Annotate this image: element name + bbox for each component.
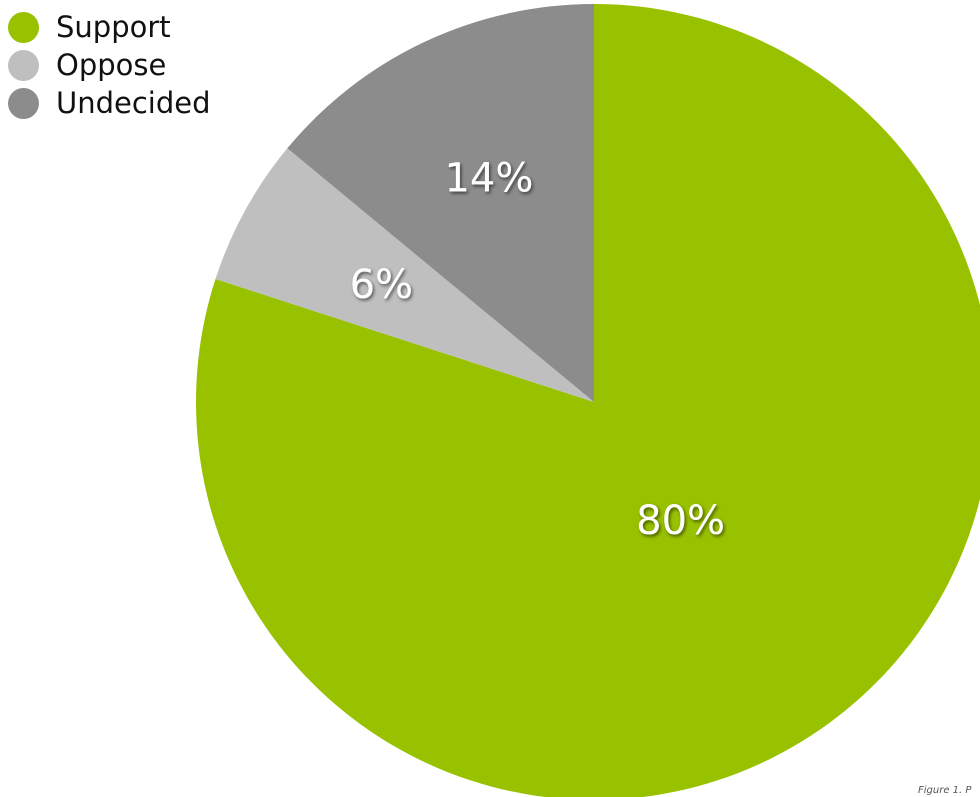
legend-label-support: Support	[56, 10, 171, 44]
legend-item-undecided: Undecided	[8, 82, 211, 124]
slice-label-oppose: 6%	[350, 262, 413, 308]
pie-slice-undecided	[287, 4, 594, 402]
legend-swatch-support	[8, 11, 39, 43]
legend-item-oppose: Oppose	[8, 44, 211, 86]
legend-label-undecided: Undecided	[56, 86, 211, 120]
pie-slice-support	[196, 4, 980, 797]
legend: Support Oppose Undecided	[8, 6, 211, 120]
slice-label-undecided: 14%	[444, 156, 533, 202]
pie-slice-oppose	[215, 148, 595, 402]
figure-caption: Figure 1. P	[918, 785, 972, 796]
legend-swatch-undecided	[8, 87, 39, 119]
legend-label-oppose: Oppose	[56, 48, 167, 82]
slice-label-support: 80%	[636, 498, 725, 544]
legend-item-support: Support	[8, 6, 211, 48]
legend-swatch-oppose	[8, 49, 39, 81]
